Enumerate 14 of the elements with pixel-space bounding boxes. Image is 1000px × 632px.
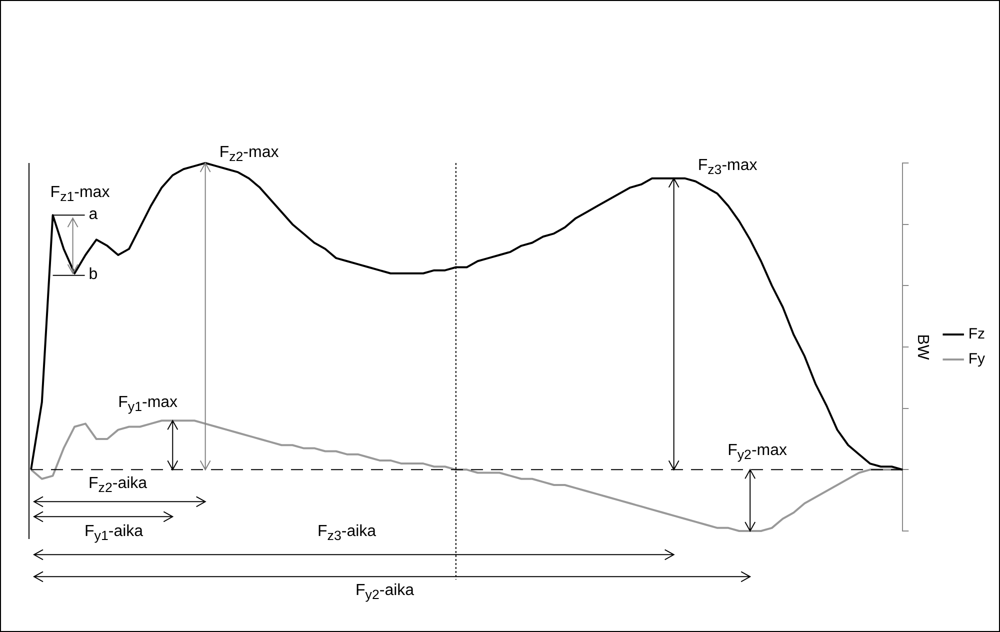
annotation: F$_{z2}$-aika: [88, 474, 148, 497]
y-axis-title: BW: [914, 334, 931, 361]
annotation: F$_{z3}$-max: [698, 157, 758, 180]
annotation: F$_{y1}$-max: [118, 394, 178, 416]
text: F$_{y2}$-aika: [356, 582, 414, 604]
legend-label: Fy: [968, 350, 986, 368]
annotation: F$_{y2}$-max: [728, 442, 788, 464]
annotation: F$_{z2}$-max: [219, 144, 279, 166]
annotation: F$_{y1}$-aika: [84, 522, 144, 545]
annotation: a: [88, 206, 98, 224]
annotation: b: [88, 266, 98, 284]
annotation: F$_{z1}$-max: [50, 184, 110, 206]
annotation: F$_{z3}$-aika: [318, 522, 376, 545]
legend-label: Fz: [968, 326, 986, 343]
